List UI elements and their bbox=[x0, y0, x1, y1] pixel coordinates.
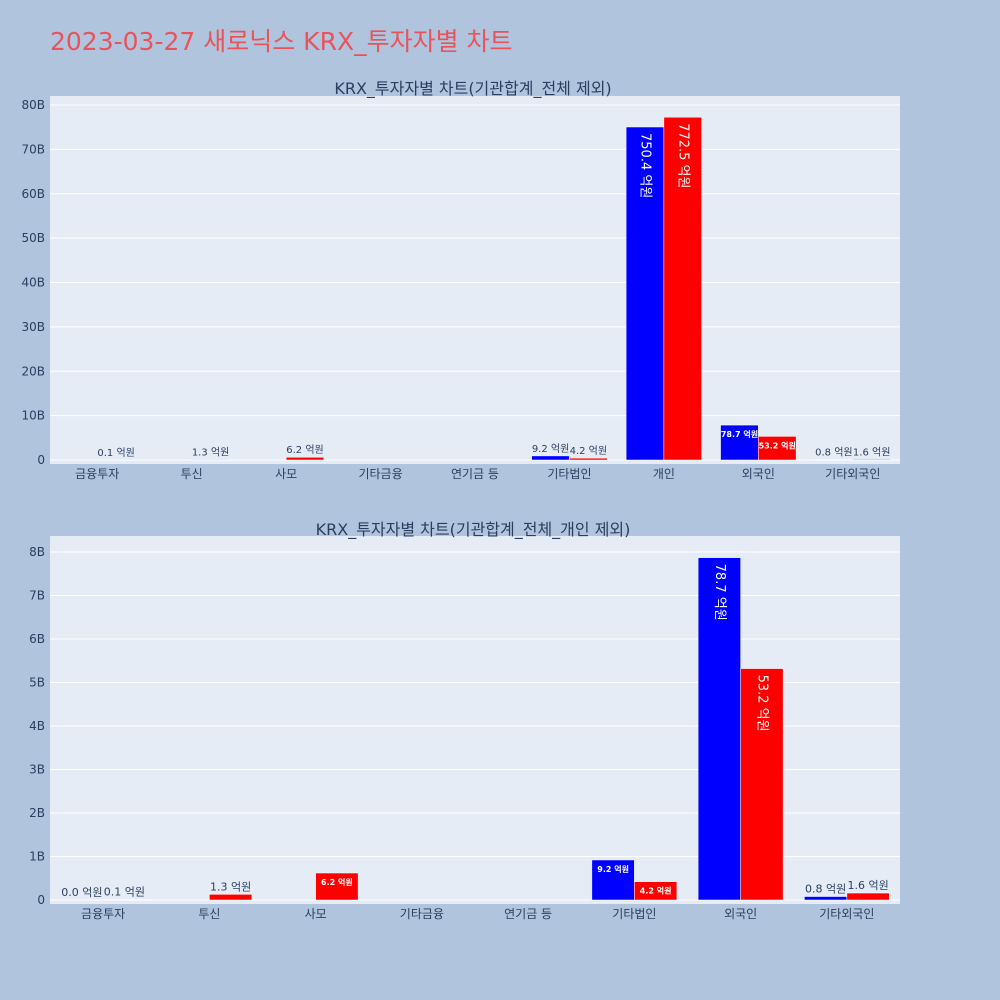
data-label: 53.2 억원 bbox=[759, 440, 796, 450]
y-tick-label: 70B bbox=[21, 142, 45, 156]
y-tick-label: 80B bbox=[21, 98, 45, 112]
data-label: 0.8 억원 bbox=[805, 883, 846, 896]
y-tick-label: 8B bbox=[29, 545, 45, 559]
y-tick-label: 0 bbox=[37, 893, 45, 907]
y-tick-label: 10B bbox=[21, 409, 45, 423]
bar bbox=[591, 859, 635, 901]
x-tick-label: 사모 bbox=[275, 467, 297, 481]
data-label: 0.0 억원 bbox=[61, 886, 102, 899]
y-tick-label: 0 bbox=[37, 453, 45, 467]
chart-1: 0 10B 20B 30B 40B 50B 60B 70B 80B KRX_투자자별 차트(기관합… bbox=[21, 79, 900, 481]
y-tick-label: 40B bbox=[21, 276, 45, 290]
bar bbox=[315, 872, 359, 901]
bar bbox=[852, 459, 891, 461]
x-tick-label: 외국인 bbox=[742, 467, 775, 481]
bar bbox=[531, 455, 570, 461]
data-label: 1.3 억원 bbox=[210, 880, 251, 893]
x-tick-label: 연기금 등 bbox=[451, 467, 499, 481]
x-tick-label: 기타외국인 bbox=[819, 907, 874, 921]
bar bbox=[697, 557, 741, 901]
bar bbox=[634, 881, 678, 901]
chart-title: KRX_투자자별 차트(기관합계_전체 제외) bbox=[334, 79, 611, 99]
y-tick-label: 30B bbox=[21, 320, 45, 334]
bar bbox=[740, 668, 784, 901]
y-tick-label: 6B bbox=[29, 632, 45, 646]
chart-title: KRX_투자자별 차트(기관합계_전체_개인 제외) bbox=[316, 520, 631, 540]
bar bbox=[569, 457, 608, 461]
bar bbox=[285, 456, 325, 461]
data-label: 1.6 억원 bbox=[848, 879, 889, 892]
data-label: 53.2 억원 bbox=[754, 675, 769, 732]
data-label: 9.2 억원 bbox=[597, 864, 629, 874]
x-tick-label: 기타금융 bbox=[358, 467, 402, 481]
y-tick-label: 5B bbox=[29, 676, 45, 690]
x-tick-label: 금융투자 bbox=[75, 467, 119, 481]
data-label: 0.1 억원 bbox=[104, 886, 145, 899]
y-tick-label: 7B bbox=[29, 589, 45, 603]
page-title: 2023-03-27 새로닉스 KRX_투자자별 차트 bbox=[50, 27, 513, 56]
data-label: 9.2 억원 bbox=[532, 443, 569, 455]
data-label: 6.2 억원 bbox=[286, 444, 323, 456]
data-label: 78.7 억원 bbox=[721, 429, 758, 439]
bar bbox=[663, 116, 702, 461]
x-tick-label: 기타법인 bbox=[612, 907, 656, 921]
data-label: 750.4 억원 bbox=[638, 133, 653, 198]
bar bbox=[758, 436, 797, 461]
bar bbox=[720, 424, 759, 461]
x-tick-label: 외국인 bbox=[724, 907, 757, 921]
x-tick-label: 기타법인 bbox=[547, 467, 591, 481]
data-label: 772.5 억원 bbox=[675, 123, 690, 188]
data-label: 1.3 억원 bbox=[192, 446, 229, 458]
data-label: 0.8 억원 bbox=[815, 447, 852, 459]
bar bbox=[846, 892, 890, 901]
y-tick-label: 1B bbox=[29, 850, 45, 864]
x-tick-label: 기타금융 bbox=[400, 907, 444, 921]
data-label: 1.6 억원 bbox=[853, 446, 890, 458]
data-label: 0.1 억원 bbox=[97, 447, 134, 459]
x-tick-label: 연기금 등 bbox=[504, 907, 552, 921]
chart-2: 0 1B 2B 3B 4B 5B 6B 7B 8B KRX_투자자별 차트(기관합계_전체_개인 … bbox=[29, 520, 900, 921]
x-tick-label: 투신 bbox=[198, 907, 220, 921]
data-label: 6.2 억원 bbox=[321, 877, 353, 887]
y-tick-label: 2B bbox=[29, 806, 45, 820]
y-tick-label: 20B bbox=[21, 364, 45, 378]
bar bbox=[804, 896, 848, 901]
x-tick-label: 금융투자 bbox=[81, 907, 125, 921]
y-tick-label: 50B bbox=[21, 231, 45, 245]
y-tick-label: 4B bbox=[29, 719, 45, 733]
data-label: 4.2 억원 bbox=[640, 886, 672, 896]
x-tick-label: 개인 bbox=[653, 467, 675, 481]
x-tick-label: 사모 bbox=[305, 907, 327, 921]
y-tick-label: 60B bbox=[21, 187, 45, 201]
data-label: 4.2 억원 bbox=[570, 445, 607, 457]
x-tick-label: 투신 bbox=[181, 467, 203, 481]
bar bbox=[209, 894, 253, 901]
data-label: 78.7 억원 bbox=[712, 564, 727, 621]
bar bbox=[191, 459, 230, 461]
plot-area bbox=[50, 96, 900, 464]
x-tick-label: 기타외국인 bbox=[825, 467, 880, 481]
bar bbox=[625, 126, 665, 461]
y-tick-label: 3B bbox=[29, 763, 45, 777]
